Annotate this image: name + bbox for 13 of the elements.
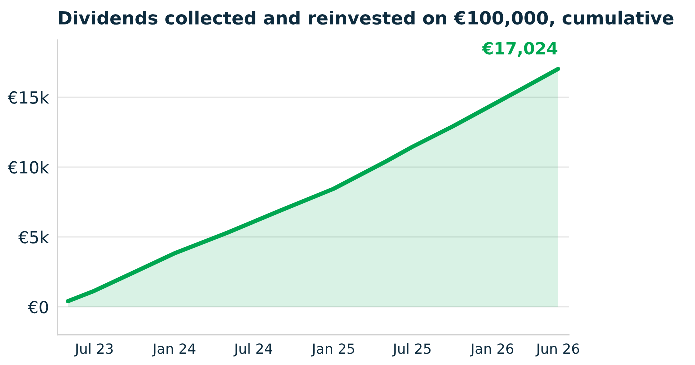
x-tick-label: Jan 25 [311,344,354,357]
chart-title: Dividends collected and reinvested on €100,000, cumulative [59,10,674,28]
y-tick-label: €15k [8,91,50,104]
annotation: €17,024 [482,42,558,57]
x-tick-label: Jul 25 [392,343,431,357]
x-tick-label: Jan 24 [152,344,196,357]
x-tick-label: Jan 26 [470,344,514,357]
x-tick-label: Jul 23 [74,343,113,357]
x-tick-label: Jun 26 [536,344,580,357]
y-tick-label: €10k [8,161,50,174]
y-tick-label: €0 [28,301,48,314]
y-tick-label: €5k [18,230,50,244]
x-tick-label: Jul 24 [234,343,272,357]
